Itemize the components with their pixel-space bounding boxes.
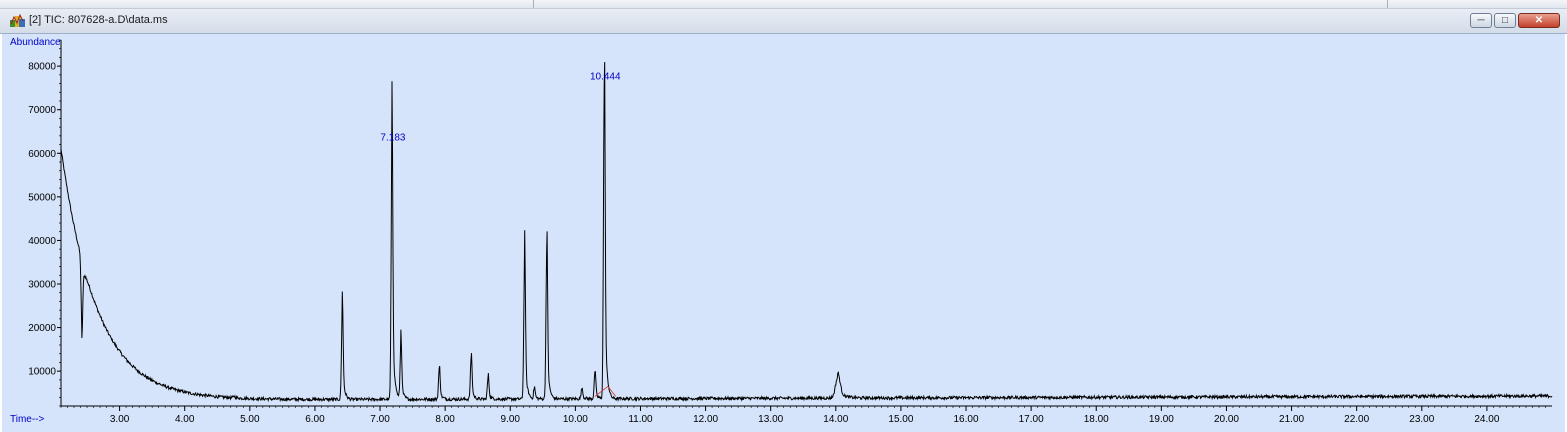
strip-divider <box>533 0 534 8</box>
x-tick-label: 14.00 <box>823 414 848 425</box>
peak-label: 10.444 <box>590 72 621 83</box>
x-tick-label: 19.00 <box>1149 414 1174 425</box>
parent-window-strip <box>0 0 1567 9</box>
x-tick-label: 13.00 <box>758 414 783 425</box>
x-axis-label: Time--> <box>10 414 45 425</box>
x-tick-label: 18.00 <box>1084 414 1109 425</box>
y-tick-label: 10000 <box>28 367 56 378</box>
x-tick-label: 16.00 <box>954 414 979 425</box>
tick-marks: 10000 20000 30000 40000 50000 60000 70000 80000… <box>28 39 1546 425</box>
window-title: [2] TIC: 807628-a.D\data.ms <box>29 14 168 26</box>
tic-trace <box>60 61 1553 403</box>
x-tick-label: 24.00 <box>1474 414 1499 425</box>
axes <box>60 40 1552 407</box>
y-tick-label: 70000 <box>28 105 56 116</box>
title-bar[interactable]: [2] TIC: 807628-a.D\data.ms ─ □ ✕ <box>0 9 1567 34</box>
x-tick-label: 15.00 <box>888 414 913 425</box>
y-tick-label: 30000 <box>28 280 56 291</box>
x-tick-label: 5.00 <box>240 414 260 425</box>
x-tick-label: 10.00 <box>563 414 588 425</box>
y-axis-label: Abundance <box>10 37 61 48</box>
x-tick-label: 4.00 <box>175 414 195 425</box>
x-tick-label: 20.00 <box>1214 414 1239 425</box>
minimize-icon: ─ <box>1477 15 1485 26</box>
x-tick-label: 17.00 <box>1019 414 1044 425</box>
restore-icon: □ <box>1501 15 1509 26</box>
chromatogram-app-icon <box>10 14 25 27</box>
peak-labels: 7.183 10.444 <box>380 72 621 144</box>
x-tick-label: 11.00 <box>628 414 653 425</box>
x-tick-label: 12.00 <box>693 414 718 425</box>
peak-label: 7.183 <box>380 133 405 144</box>
restore-button[interactable]: □ <box>1494 13 1516 28</box>
y-tick-label: 20000 <box>28 323 56 334</box>
y-tick-label: 50000 <box>28 192 56 203</box>
x-tick-label: 8.00 <box>435 414 455 425</box>
chromatogram-plot-area[interactable]: Abundance Time--> 10000 20000 30000 40000 50… <box>2 34 1565 432</box>
x-tick-label: 7.00 <box>370 414 390 425</box>
y-tick-label: 80000 <box>28 62 56 73</box>
x-tick-label: 9.00 <box>501 414 521 425</box>
close-icon: ✕ <box>1534 15 1544 26</box>
x-tick-label: 3.00 <box>110 414 130 425</box>
chromatogram-chart[interactable]: Abundance Time--> 10000 20000 30000 40000 50… <box>2 34 1565 432</box>
y-tick-label: 60000 <box>28 149 56 160</box>
integration-baseline <box>594 385 617 397</box>
y-tick-label: 40000 <box>28 236 56 247</box>
x-tick-label: 22.00 <box>1344 414 1369 425</box>
close-button[interactable]: ✕ <box>1518 13 1560 28</box>
minimize-button[interactable]: ─ <box>1470 13 1492 28</box>
x-tick-label: 6.00 <box>305 414 325 425</box>
x-tick-label: 23.00 <box>1409 414 1434 425</box>
strip-divider <box>1387 0 1388 8</box>
x-tick-label: 21.00 <box>1279 414 1304 425</box>
